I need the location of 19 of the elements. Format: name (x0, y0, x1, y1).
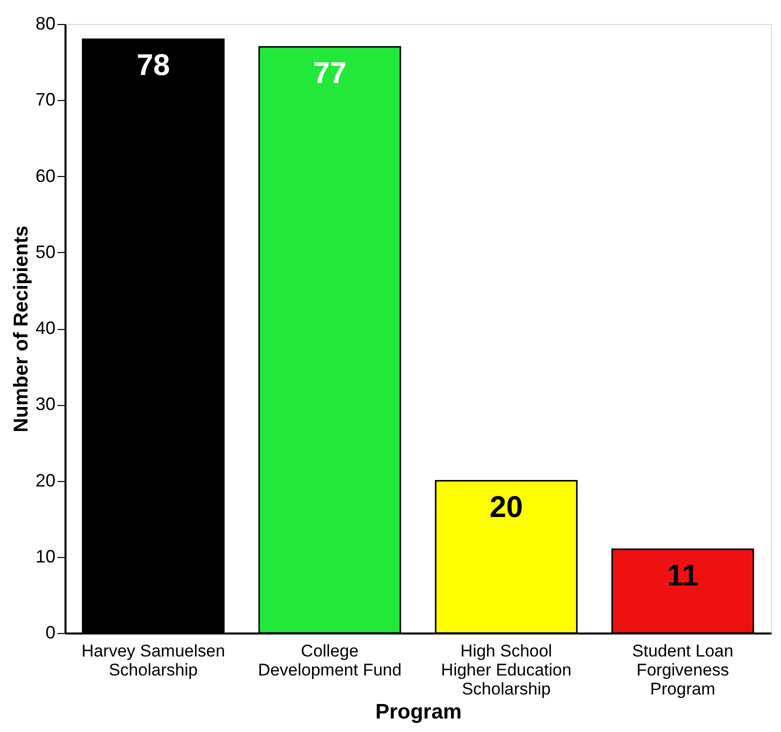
x-tick-label: Harvey Samuelsen Scholarship (81, 642, 226, 680)
data-label: 77 (313, 56, 346, 90)
data-label: 78 (136, 49, 170, 82)
y-tick-label: 0 (45, 622, 56, 642)
y-tick-label: 70 (35, 90, 56, 110)
y-tick-label: 10 (35, 546, 56, 566)
x-tick-label: Student Loan Forgiveness Program (632, 642, 734, 698)
y-tick-label: 30 (35, 394, 56, 414)
x-tick-label: High School Higher Education Scholarship (441, 642, 572, 698)
x-axis-title: Program (375, 700, 462, 724)
x-tick-label: College Development Fund (258, 642, 402, 680)
y-tick-label: 40 (35, 318, 56, 338)
y-tick-label: 50 (35, 242, 56, 262)
data-label: 20 (490, 490, 523, 524)
y-axis-title: Number of Recipients (10, 226, 32, 432)
y-tick-label: 80 (35, 14, 56, 34)
data-label: 11 (666, 559, 699, 592)
y-tick-label: 60 (35, 166, 56, 186)
y-tick-label: 20 (35, 470, 56, 490)
